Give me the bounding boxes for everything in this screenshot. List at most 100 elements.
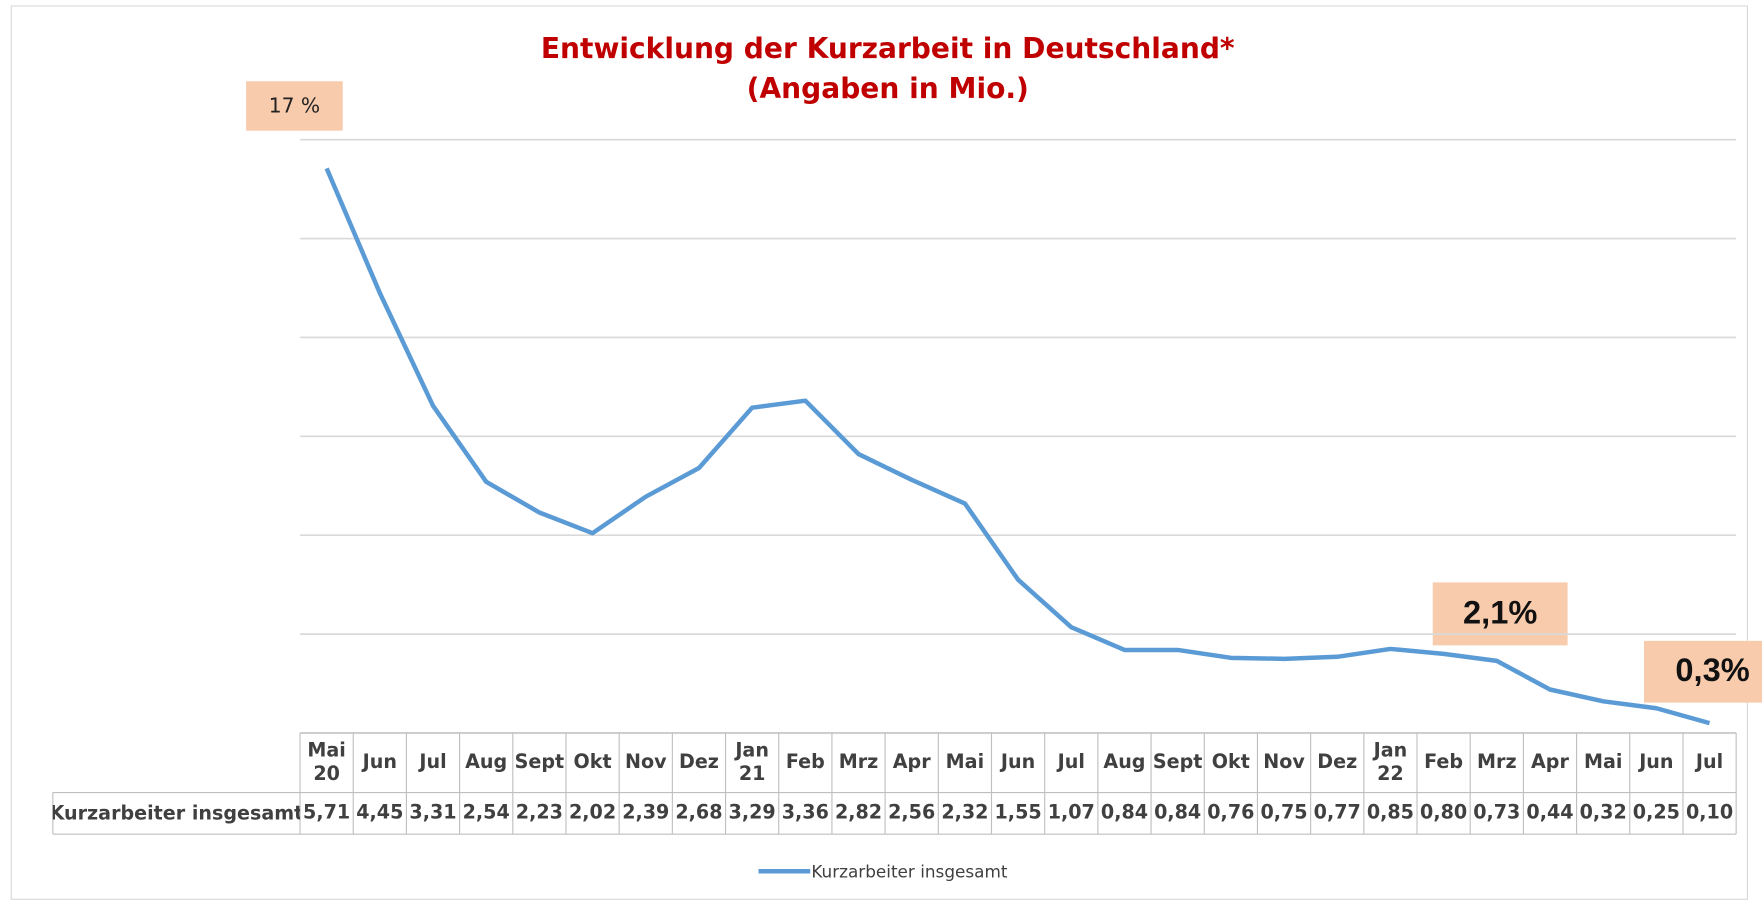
value-label-box: 5,71 xyxy=(303,801,351,825)
x-tick-label: Mai xyxy=(945,751,985,774)
value-label-box: 4,45 xyxy=(356,801,404,825)
value-label: 4,45 xyxy=(356,801,404,825)
value-label-box: 0,75 xyxy=(1260,801,1308,825)
value-label: 1,55 xyxy=(994,801,1042,825)
value-label: 0,32 xyxy=(1579,801,1627,825)
value-label-box: 0,77 xyxy=(1314,802,1361,824)
value-label: 1,07 xyxy=(1047,801,1095,825)
value-label-box: 0,25 xyxy=(1633,802,1680,824)
x-tick-label-box: Jan 21 xyxy=(735,739,769,786)
value-label: 3,31 xyxy=(409,801,457,825)
x-tick-label: Dez xyxy=(678,751,719,774)
x-tick-label: Mrz xyxy=(838,751,879,774)
row-label-box: Kurzarbeiter insgesamt xyxy=(52,802,301,825)
x-tick-label-box: Mai xyxy=(945,751,985,774)
value-label-box: 2,23 xyxy=(515,801,563,825)
value-label: 3,29 xyxy=(728,801,776,825)
chart-title: Entwicklung der Kurzarbeit in Deutschlan… xyxy=(541,32,1235,65)
value-label-box: 0,32 xyxy=(1579,801,1627,825)
x-tick-label-box: Apr xyxy=(892,751,931,774)
x-tick-label-box: Aug xyxy=(465,751,508,774)
annotation: 0,3% xyxy=(1675,652,1749,688)
value-label: 2,39 xyxy=(622,801,670,825)
x-tick-label: Apr xyxy=(892,751,931,774)
x-tick-label: Aug xyxy=(1103,751,1146,774)
value-label-box: 1,55 xyxy=(994,801,1042,825)
x-tick-label: Feb xyxy=(1424,751,1464,774)
row-label: Kurzarbeiter insgesamt xyxy=(52,802,301,825)
data-line xyxy=(324,167,1711,726)
chart-subtitle: (Angaben in Mio.) xyxy=(747,72,1029,105)
x-tick-label-box: Jun xyxy=(1639,751,1673,773)
value-label-box: 0,10 xyxy=(1685,801,1734,825)
x-tick-label: Jul xyxy=(1695,751,1724,774)
value-label-box: 2,68 xyxy=(675,802,722,824)
x-tick-label: Dez xyxy=(1317,751,1358,774)
annotation: 17 % xyxy=(269,94,320,118)
x-tick-label-box: Jan 22 xyxy=(1373,739,1408,786)
x-tick-label-box: Mai xyxy=(1583,751,1623,774)
value-label: 0,85 xyxy=(1366,801,1414,825)
x-tick-label: Jun xyxy=(362,751,397,774)
value-label: 2,56 xyxy=(888,801,936,825)
x-tick-label-box: Jul xyxy=(1057,751,1085,774)
value-label-box: 2,32 xyxy=(941,801,989,825)
x-tick-label-box: Dez xyxy=(678,751,719,774)
x-tick-label: Nov xyxy=(624,751,667,774)
annotation-box xyxy=(1644,640,1762,703)
x-tick-label: Jan 22 xyxy=(1373,739,1408,786)
x-tick-label: Apr xyxy=(1531,751,1569,774)
x-tick-label: Sept xyxy=(1152,751,1203,774)
x-tick-label-box: Apr xyxy=(1531,751,1569,774)
value-label-box: 3,31 xyxy=(409,801,457,825)
value-label: 5,71 xyxy=(303,801,351,825)
x-tick-label-box: Nov xyxy=(624,751,667,774)
value-label-box: 0,44 xyxy=(1526,802,1573,824)
value-label-box: 2,39 xyxy=(622,801,670,825)
value-label-box: 3,29 xyxy=(728,801,776,825)
x-tick-label: Jun xyxy=(1000,751,1036,774)
x-tick-label: Sept xyxy=(514,751,565,774)
value-label: 2,02 xyxy=(568,801,617,825)
value-label-box: 0,76 xyxy=(1207,802,1254,824)
value-label: 3,36 xyxy=(781,801,829,825)
value-label-box: 0,84 xyxy=(1154,802,1201,824)
x-tick-label-box: Feb xyxy=(785,751,825,774)
x-tick-label: Okt xyxy=(1211,751,1250,774)
value-label: 0,80 xyxy=(1420,801,1468,825)
x-tick-label: Feb xyxy=(785,751,825,774)
value-label-box: 0,80 xyxy=(1420,801,1468,825)
value-label-box: 2,82 xyxy=(834,801,883,825)
x-tick-label: Aug xyxy=(465,751,508,774)
value-label: 2,82 xyxy=(834,801,883,825)
value-label-box: 0,73 xyxy=(1473,802,1520,824)
value-label: 0,75 xyxy=(1260,801,1308,825)
value-label: 0,84 xyxy=(1100,801,1149,825)
x-tick-label-box: Okt xyxy=(1211,751,1250,774)
value-label: 2,54 xyxy=(462,801,510,825)
x-tick-label-box: Nov xyxy=(1263,751,1305,773)
value-label-box: 0,85 xyxy=(1366,801,1414,825)
value-label-box: 2,54 xyxy=(462,801,510,825)
legend-label: Kurzarbeiter insgesamt xyxy=(811,861,1008,881)
x-tick-label-box: Sept xyxy=(1152,751,1203,774)
value-label: 2,32 xyxy=(941,801,989,825)
x-tick-label: Jan 21 xyxy=(735,739,769,786)
value-label-box: 1,07 xyxy=(1047,801,1095,825)
x-tick-label-box: Jul xyxy=(419,751,447,774)
x-tick-label: Mai 20 xyxy=(307,739,346,786)
value-label: 0,10 xyxy=(1685,801,1734,825)
x-tick-label: Mai xyxy=(1583,751,1623,774)
annotation: 2,1% xyxy=(1463,595,1537,631)
x-tick-label-box: Jun xyxy=(362,751,397,774)
value-label-box: 0,84 xyxy=(1100,801,1149,825)
x-tick-label: Jul xyxy=(1057,751,1085,774)
value-label-box: 3,36 xyxy=(781,801,829,825)
x-tick-label-box: Mrz xyxy=(1477,751,1517,773)
x-tick-label: Jul xyxy=(419,751,447,774)
value-label: 2,23 xyxy=(515,801,563,825)
value-label-box: 2,02 xyxy=(568,801,617,825)
annotation-box xyxy=(246,81,343,131)
x-tick-label-box: Feb xyxy=(1424,751,1464,774)
